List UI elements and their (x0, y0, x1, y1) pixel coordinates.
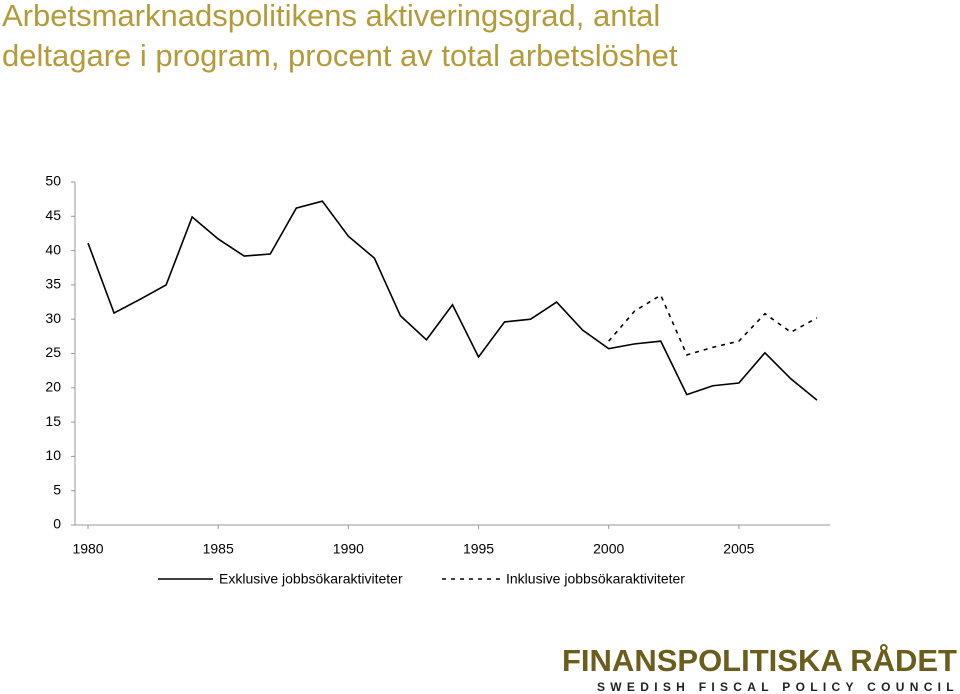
line-series (608, 294, 818, 356)
logo-tagline: SWEDISH FISCAL POLICY COUNCIL (597, 680, 959, 694)
logo-name: FINANSPOLITISKA RÅDET (562, 643, 957, 678)
x-tick-label: 2005 (723, 541, 754, 557)
x-tick-label: 2000 (593, 541, 624, 557)
y-tick-label: 35 (45, 276, 61, 292)
x-tick-label: 1985 (203, 541, 234, 557)
x-tick-label: 1980 (72, 541, 103, 557)
y-tick-label: 15 (45, 413, 61, 429)
y-tick-label: 45 (45, 207, 61, 223)
line-series (87, 200, 818, 401)
y-tick-label: 40 (45, 241, 61, 257)
y-tick-label: 20 (45, 379, 61, 395)
y-tick-label: 10 (45, 447, 61, 463)
y-tick-label: 25 (45, 344, 61, 360)
legend-label: Exklusive jobbsökaraktiviteter (219, 571, 403, 587)
y-tick-label: 30 (45, 310, 61, 326)
y-tick-label: 0 (53, 516, 61, 532)
x-tick-label: 1990 (333, 541, 364, 557)
legend-label: Inklusive jobbsökaraktiviteter (506, 571, 685, 587)
y-tick-label: 5 (53, 481, 61, 497)
x-tick-label: 1995 (463, 541, 494, 557)
chart-title: Arbetsmarknadspolitikens aktiveringsgrad… (2, 0, 678, 73)
y-tick-label: 50 (45, 173, 61, 189)
